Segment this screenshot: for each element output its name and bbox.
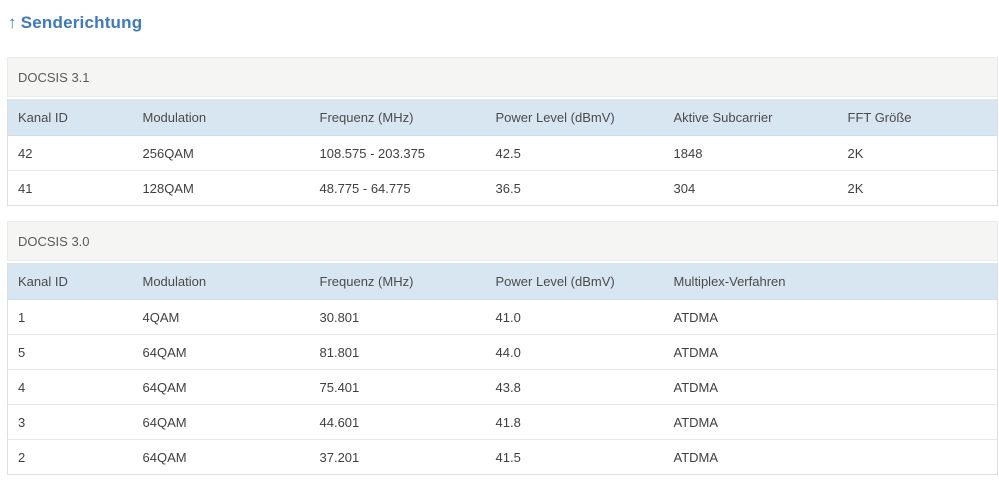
- cell-frequenz: 30.801: [309, 299, 486, 335]
- cell-kanal-id: 1: [7, 299, 133, 335]
- cell-kanal-id: 41: [7, 170, 133, 206]
- column-header-frequenz: Frequenz (MHz): [309, 99, 486, 136]
- docsis31-table: Kanal ID Modulation Frequenz (MHz) Power…: [7, 99, 998, 206]
- column-header-fft-groesse: FFT Größe: [837, 99, 998, 136]
- table-row: 1 4QAM 30.801 41.0 ATDMA: [7, 299, 998, 335]
- column-header-kanal-id: Kanal ID: [7, 263, 133, 300]
- cell-kanal-id: 4: [7, 369, 133, 405]
- cell-modulation: 64QAM: [132, 439, 310, 475]
- cell-multiplex-verfahren: ATDMA: [663, 369, 998, 405]
- page-title: ↑ Senderichtung: [8, 13, 999, 33]
- table-row: 42 256QAM 108.575 - 203.375 42.5 1848 2K: [7, 135, 998, 171]
- cell-aktive-subcarrier: 304: [663, 170, 838, 206]
- cell-aktive-subcarrier: 1848: [663, 135, 838, 171]
- cell-modulation: 256QAM: [132, 135, 310, 171]
- table-row: 5 64QAM 81.801 44.0 ATDMA: [7, 334, 998, 370]
- cell-kanal-id: 3: [7, 404, 133, 440]
- cell-frequenz: 37.201: [309, 439, 486, 475]
- cell-frequenz: 75.401: [309, 369, 486, 405]
- cell-modulation: 128QAM: [132, 170, 310, 206]
- cell-power-level: 36.5: [485, 170, 664, 206]
- cell-frequenz: 48.775 - 64.775: [309, 170, 486, 206]
- cell-modulation: 64QAM: [132, 404, 310, 440]
- column-header-power-level: Power Level (dBmV): [485, 99, 664, 136]
- cell-fft-groesse: 2K: [837, 170, 998, 206]
- cell-kanal-id: 5: [7, 334, 133, 370]
- column-header-frequenz: Frequenz (MHz): [309, 263, 486, 300]
- docsis31-header-row: Kanal ID Modulation Frequenz (MHz) Power…: [7, 99, 998, 136]
- column-header-modulation: Modulation: [132, 263, 310, 300]
- cell-multiplex-verfahren: ATDMA: [663, 404, 998, 440]
- cell-frequenz: 44.601: [309, 404, 486, 440]
- cell-multiplex-verfahren: ATDMA: [663, 334, 998, 370]
- upstream-tables-container: DOCSIS 3.1 Kanal ID Modulation Frequenz …: [7, 57, 998, 475]
- page-title-label: Senderichtung: [20, 13, 143, 32]
- section-header-docsis31: DOCSIS 3.1: [7, 57, 998, 97]
- cell-multiplex-verfahren: ATDMA: [663, 439, 998, 475]
- column-header-multiplex-verfahren: Multiplex-Verfahren: [663, 263, 998, 300]
- cell-power-level: 44.0: [485, 334, 664, 370]
- cell-power-level: 41.5: [485, 439, 664, 475]
- docsis30-header-row: Kanal ID Modulation Frequenz (MHz) Power…: [7, 263, 998, 300]
- cell-frequenz: 81.801: [309, 334, 486, 370]
- table-row: 3 64QAM 44.601 41.8 ATDMA: [7, 404, 998, 440]
- docsis30-table: Kanal ID Modulation Frequenz (MHz) Power…: [7, 263, 998, 475]
- section-header-docsis30: DOCSIS 3.0: [7, 221, 998, 261]
- cell-kanal-id: 2: [7, 439, 133, 475]
- column-header-modulation: Modulation: [132, 99, 310, 136]
- table-row: 4 64QAM 75.401 43.8 ATDMA: [7, 369, 998, 405]
- column-header-power-level: Power Level (dBmV): [485, 263, 664, 300]
- cell-modulation: 64QAM: [132, 369, 310, 405]
- cell-multiplex-verfahren: ATDMA: [663, 299, 998, 335]
- cell-modulation: 4QAM: [132, 299, 310, 335]
- table-row: 2 64QAM 37.201 41.5 ATDMA: [7, 439, 998, 475]
- up-arrow-icon: ↑: [8, 13, 17, 32]
- cell-power-level: 42.5: [485, 135, 664, 171]
- cell-power-level: 43.8: [485, 369, 664, 405]
- column-header-aktive-subcarrier: Aktive Subcarrier: [663, 99, 838, 136]
- cell-power-level: 41.0: [485, 299, 664, 335]
- cell-modulation: 64QAM: [132, 334, 310, 370]
- docsis30-block: DOCSIS 3.0 Kanal ID Modulation Frequenz …: [7, 221, 998, 475]
- column-header-kanal-id: Kanal ID: [7, 99, 133, 136]
- cell-frequenz: 108.575 - 203.375: [309, 135, 486, 171]
- docsis31-block: DOCSIS 3.1 Kanal ID Modulation Frequenz …: [7, 57, 998, 206]
- cell-fft-groesse: 2K: [837, 135, 998, 171]
- cell-power-level: 41.8: [485, 404, 664, 440]
- cell-kanal-id: 42: [7, 135, 133, 171]
- table-row: 41 128QAM 48.775 - 64.775 36.5 304 2K: [7, 170, 998, 206]
